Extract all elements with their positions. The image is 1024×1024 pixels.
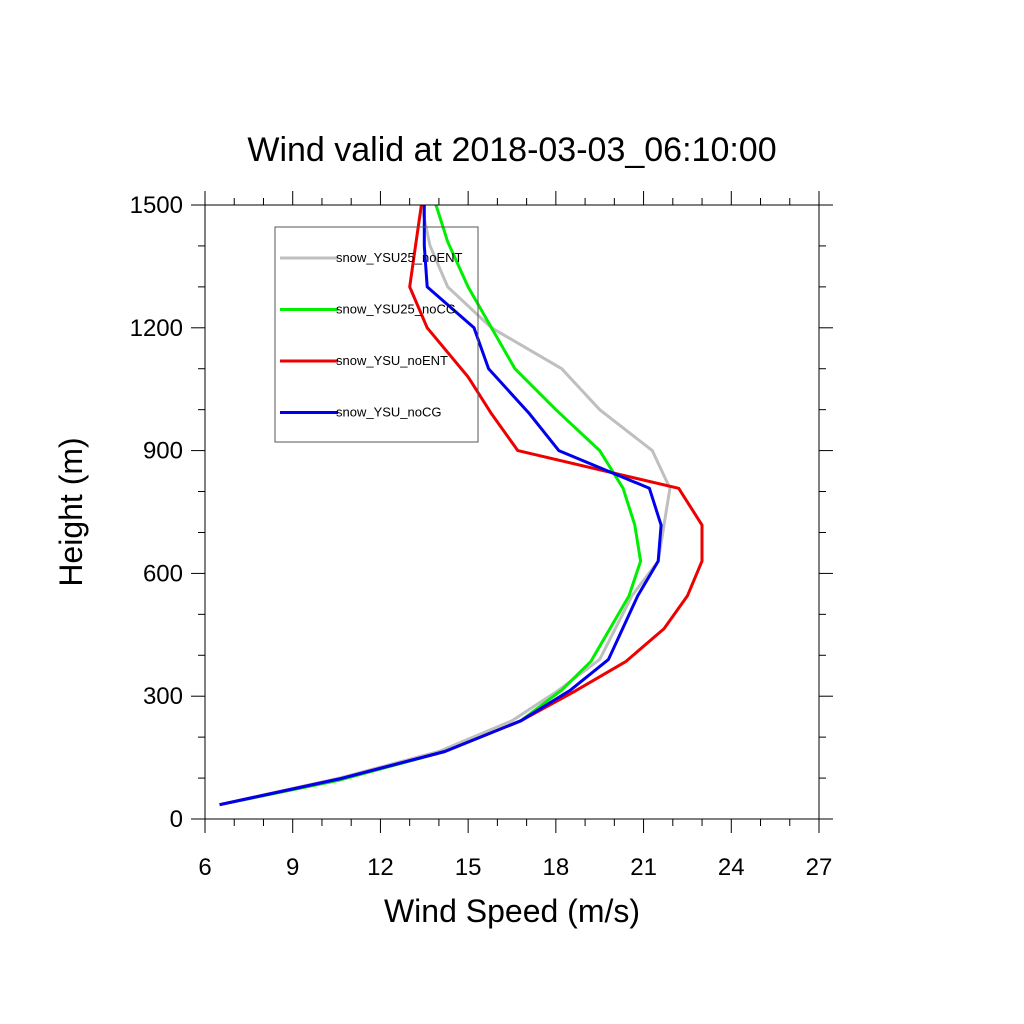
- y-tick-label: 300: [143, 683, 183, 710]
- series-line-snow_YSU_noCG: [219, 205, 663, 807]
- plot-frame: [204, 204, 820, 820]
- x-tick-label: 6: [198, 854, 211, 881]
- series-line-snow_YSU25_noCG: [219, 204, 643, 807]
- x-tick-label: 27: [806, 854, 833, 881]
- legend-box: [274, 226, 479, 443]
- x-tick-label: 21: [630, 854, 657, 881]
- x-tick-label: 24: [718, 854, 745, 881]
- x-tick-label: 18: [543, 854, 570, 881]
- series-line-snow_YSU25_noENT: [219, 204, 672, 807]
- x-tick-label: 9: [286, 854, 299, 881]
- legend: snow_YSU25_noENT snow_YSU25_noCG snow_YSU_…: [274, 226, 479, 443]
- y-tick-label: 0: [170, 806, 183, 833]
- y-tick-label: 1500: [130, 192, 183, 219]
- legend-label: snow_YSU_noENT: [336, 353, 448, 368]
- ticks-layer: 6 9 12 15 18 21 24 27 0 300 600 900 1200 1500: [130, 191, 833, 881]
- legend-label: snow_YSU25_noENT: [336, 250, 463, 265]
- x-tick-label: 15: [455, 854, 482, 881]
- x-axis-label: Wind Speed (m/s): [384, 893, 640, 929]
- legend-label: snow_YSU_noCG: [336, 405, 442, 420]
- y-tick-label: 1200: [130, 315, 183, 342]
- series-layer: [219, 204, 704, 807]
- y-axis-label: Height (m): [53, 437, 89, 586]
- legend-label: snow_YSU25_noCG: [336, 302, 456, 317]
- y-tick-label: 900: [143, 438, 183, 465]
- y-tick-label: 600: [143, 560, 183, 587]
- chart-title: Wind valid at 2018-03-03_06:10:00: [247, 131, 776, 169]
- x-tick-label: 12: [367, 854, 394, 881]
